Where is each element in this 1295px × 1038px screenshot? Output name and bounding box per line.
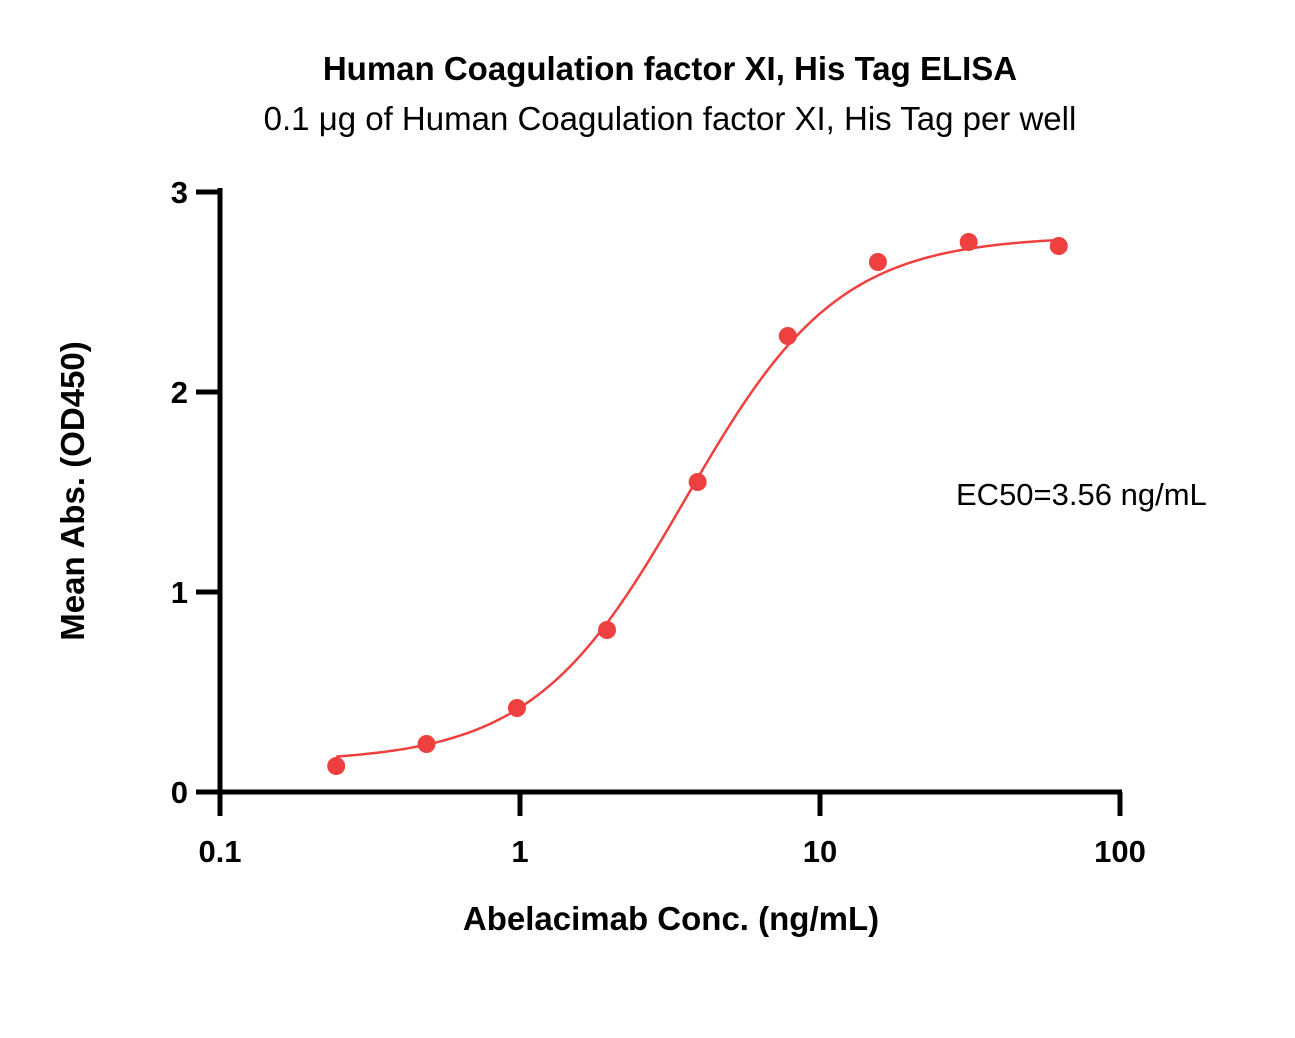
chart-subtitle: 0.1 μg of Human Coagulation factor XI, H… — [264, 100, 1077, 137]
data-point — [507, 699, 526, 717]
data-point — [959, 233, 978, 251]
data-point — [868, 253, 887, 271]
y-axis-title: Mean Abs. (OD450) — [54, 341, 91, 641]
x-tick-label: 100 — [1094, 834, 1146, 869]
y-tick-label: 2 — [171, 375, 188, 410]
chart-title: Human Coagulation factor XI, His Tag ELI… — [323, 50, 1017, 87]
x-tick-label: 1 — [511, 834, 528, 869]
x-tick-label: 10 — [803, 834, 837, 869]
y-tick-label: 1 — [171, 575, 188, 610]
data-point — [598, 621, 617, 639]
data-points — [327, 233, 1068, 775]
x-axis-ticks: 0.1 1 10 100 — [198, 792, 1146, 869]
data-point — [1049, 237, 1068, 255]
fit-curve — [336, 238, 1059, 758]
data-point — [688, 473, 707, 491]
x-tick-label: 0.1 — [198, 834, 241, 869]
x-axis-title: Abelacimab Conc. (ng/mL) — [463, 900, 879, 937]
ec50-annotation: EC50=3.56 ng/mL — [956, 477, 1207, 512]
y-axis-ticks: 0 1 2 3 — [171, 175, 220, 810]
y-tick-label: 3 — [171, 175, 188, 210]
y-tick-label: 0 — [171, 775, 188, 810]
data-point — [417, 735, 436, 753]
data-point — [778, 327, 797, 345]
data-point — [327, 757, 346, 775]
plot-area: 0 1 2 3 0.1 1 10 100 — [171, 175, 1146, 869]
